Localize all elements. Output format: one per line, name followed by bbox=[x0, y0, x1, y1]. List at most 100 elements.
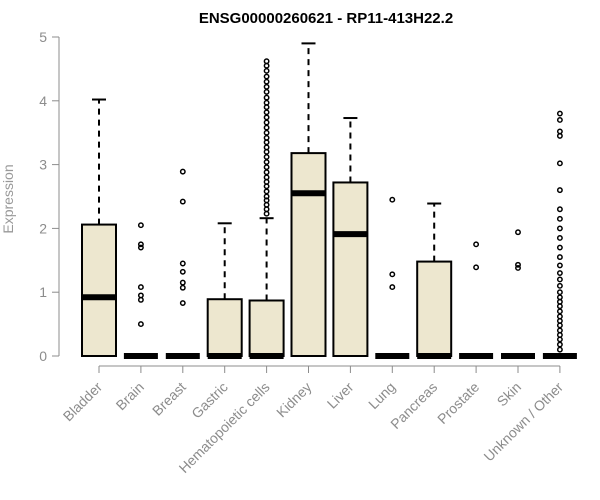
outlier-point bbox=[556, 282, 563, 289]
box-skin bbox=[501, 229, 535, 359]
outlier-point bbox=[137, 222, 144, 229]
box-iqr bbox=[290, 152, 327, 357]
outlier-point bbox=[556, 187, 563, 194]
outlier-point bbox=[179, 300, 186, 306]
box-gastric bbox=[206, 222, 243, 359]
box-unknown-other bbox=[542, 110, 577, 359]
x-tick-label: Lung bbox=[365, 379, 398, 412]
box-kidney bbox=[290, 42, 327, 357]
outlier-point bbox=[556, 206, 563, 213]
outlier-point bbox=[263, 210, 270, 217]
x-tick-label: Skin bbox=[494, 379, 525, 410]
outlier-point bbox=[515, 265, 521, 271]
outlier-point bbox=[263, 78, 270, 85]
box-liver bbox=[332, 117, 369, 357]
outlier-point bbox=[179, 260, 186, 267]
outlier-point bbox=[263, 159, 270, 165]
outlier-point bbox=[179, 168, 186, 175]
outlier-point bbox=[263, 109, 270, 116]
box-iqr bbox=[206, 298, 243, 357]
outlier-point bbox=[263, 153, 270, 160]
outlier-point bbox=[556, 341, 563, 348]
y-tick-label: 3 bbox=[39, 157, 47, 173]
outlier-point bbox=[263, 67, 270, 74]
outlier-point bbox=[137, 244, 144, 251]
y-axis: 0 1 2 3 4 5 bbox=[39, 29, 60, 364]
outlier-point bbox=[263, 88, 270, 95]
outlier-point bbox=[263, 94, 270, 101]
outlier-point bbox=[556, 308, 563, 315]
outlier-point bbox=[179, 284, 186, 291]
outlier-point bbox=[556, 254, 563, 261]
box-iqr bbox=[81, 223, 117, 357]
outlier-point bbox=[179, 279, 186, 286]
box-brain bbox=[123, 222, 158, 359]
outlier-point bbox=[263, 148, 270, 155]
outlier-point bbox=[263, 62, 270, 69]
x-tick-label: Unknown / Other bbox=[480, 379, 566, 465]
outlier-point bbox=[179, 268, 186, 275]
outlier-point bbox=[263, 169, 270, 176]
outlier-point bbox=[179, 198, 186, 205]
outlier-point bbox=[137, 321, 144, 328]
outlier-point bbox=[263, 129, 270, 136]
outlier-point bbox=[556, 346, 563, 353]
box-hematopoietic-cells bbox=[248, 58, 285, 359]
y-tick-label: 4 bbox=[39, 93, 47, 109]
x-tick-label: Bladder bbox=[60, 379, 106, 425]
outlier-point bbox=[556, 270, 563, 277]
outlier-point bbox=[263, 188, 270, 195]
outlier-point bbox=[263, 164, 270, 171]
outlier-point bbox=[263, 114, 270, 121]
outlier-point bbox=[263, 104, 270, 111]
x-tick-label: Brain bbox=[113, 379, 147, 413]
outlier-point bbox=[515, 261, 521, 268]
outlier-point bbox=[389, 284, 396, 291]
y-tick-label: 5 bbox=[39, 29, 47, 45]
outlier-point bbox=[263, 183, 270, 190]
outlier-point bbox=[556, 336, 563, 343]
outlier-point bbox=[137, 296, 144, 303]
box-lung bbox=[375, 196, 410, 359]
box-breast bbox=[165, 168, 200, 359]
box-iqr bbox=[248, 299, 285, 357]
outlier-point bbox=[556, 262, 563, 269]
outlier-point bbox=[515, 229, 521, 236]
outlier-point bbox=[263, 139, 270, 146]
outlier-point bbox=[263, 83, 270, 90]
box-bladder bbox=[81, 98, 117, 357]
outlier-point bbox=[473, 264, 480, 271]
box-prostate bbox=[459, 241, 494, 359]
outlier-point bbox=[263, 119, 270, 126]
outlier-point bbox=[556, 132, 563, 139]
x-tick-label: Pancreas bbox=[387, 379, 440, 432]
box-iqr bbox=[332, 181, 369, 357]
box-iqr bbox=[416, 260, 453, 357]
y-tick-label: 1 bbox=[39, 284, 47, 300]
outlier-point bbox=[556, 289, 563, 296]
outlier-point bbox=[556, 215, 563, 222]
outlier-point bbox=[556, 110, 563, 117]
y-tick-label: 0 bbox=[39, 348, 47, 364]
outlier-point bbox=[137, 241, 144, 248]
outlier-point bbox=[556, 225, 563, 232]
outlier-point bbox=[556, 235, 563, 241]
outlier-point bbox=[556, 276, 563, 283]
outlier-point bbox=[556, 244, 563, 251]
outlier-point bbox=[473, 241, 480, 248]
box-pancreas bbox=[416, 202, 453, 359]
chart-title: ENSG00000260621 - RP11-413H22.2 bbox=[199, 10, 453, 27]
outlier-point bbox=[556, 303, 563, 310]
y-tick-label: 2 bbox=[39, 220, 47, 236]
outlier-point bbox=[389, 196, 396, 203]
x-tick-label: Liver bbox=[324, 379, 357, 412]
x-tick-label: Kidney bbox=[273, 379, 315, 421]
boxes-group bbox=[81, 42, 577, 359]
outlier-point bbox=[389, 271, 396, 278]
outlier-point bbox=[263, 124, 270, 131]
outlier-point bbox=[556, 322, 563, 329]
outlier-point bbox=[556, 160, 563, 167]
x-tick-label: Prostate bbox=[434, 379, 482, 427]
